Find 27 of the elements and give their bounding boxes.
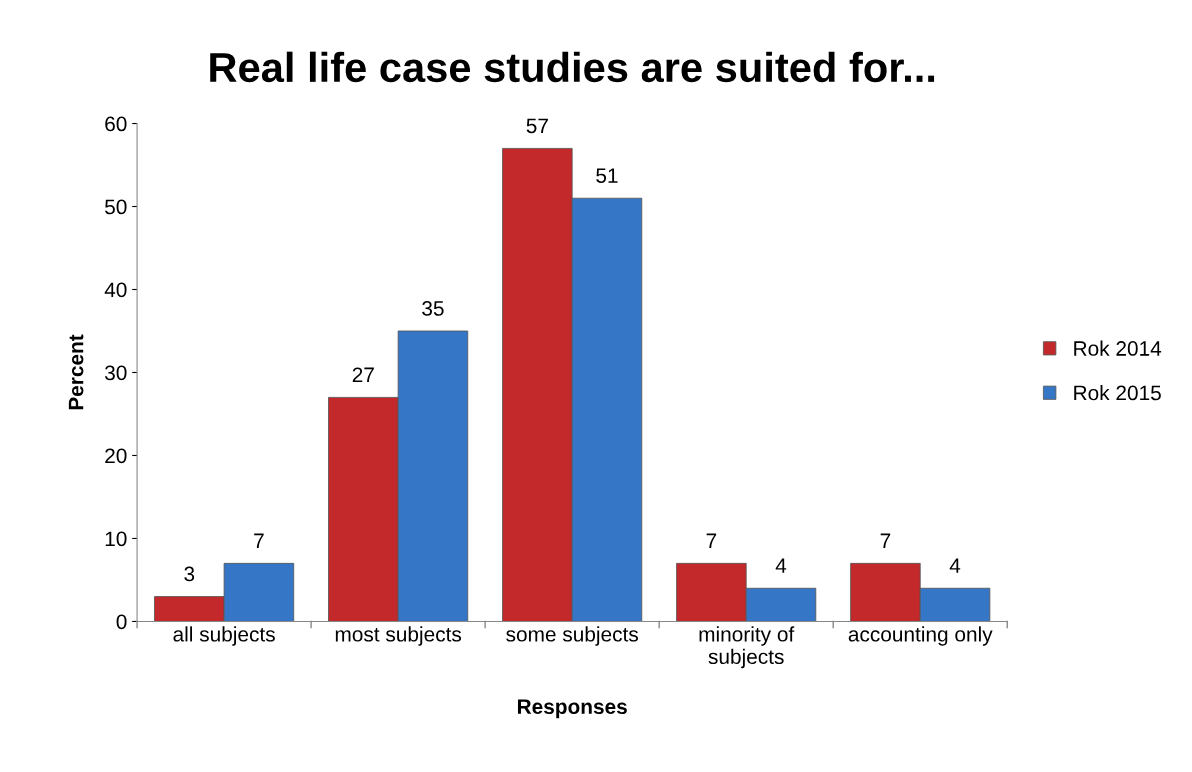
data-label: 57 — [526, 118, 548, 134]
data-label: 35 — [422, 301, 444, 316]
legend-label: Rok 2014 — [1074, 340, 1162, 356]
data-label: 51 — [596, 168, 618, 183]
data-label: 7 — [706, 533, 717, 548]
data-label: 27 — [352, 367, 374, 382]
data-label: 4 — [949, 558, 961, 573]
y-tick-label: 60 — [105, 116, 127, 132]
y-tick-label: 20 — [105, 448, 127, 464]
x-tick-label: accounting only — [848, 626, 993, 646]
x-tick-label: all subjects — [173, 626, 275, 646]
y-tick-label: 0 — [116, 614, 127, 630]
data-label: 7 — [254, 533, 264, 548]
x-axis-title: Responses — [517, 699, 627, 719]
data-label: 3 — [184, 566, 195, 582]
y-tick-label: 40 — [104, 282, 127, 298]
data-label: 4 — [775, 558, 787, 573]
y-tick-label: 50 — [105, 199, 127, 215]
legend-label: Rok 2015 — [1074, 384, 1161, 401]
data-label: 7 — [880, 533, 891, 548]
x-tick-label: most subjects — [335, 626, 462, 646]
y-axis-title: Percent — [68, 334, 84, 410]
x-tick-label: minority of subjects — [699, 626, 795, 669]
chart-title: Real life case studies are suited for... — [210, 51, 935, 83]
y-tick-label: 30 — [104, 365, 127, 381]
y-tick-label: 10 — [105, 531, 127, 547]
x-tick-label: some subjects — [506, 626, 638, 646]
